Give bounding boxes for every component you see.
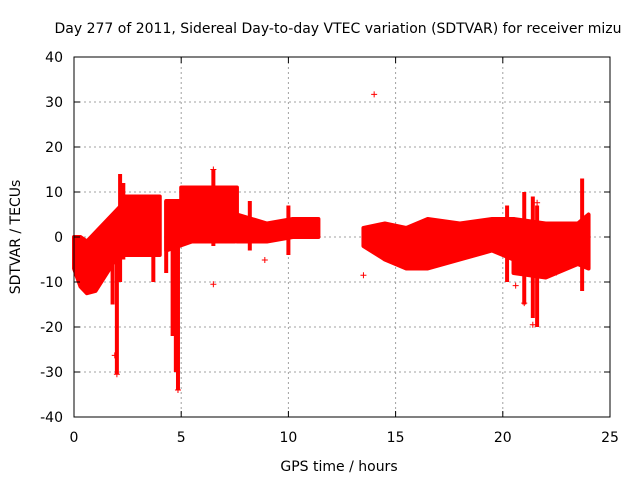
y-tick-label: 0 (54, 230, 63, 246)
y-tick-label: -40 (40, 410, 63, 426)
data-point-marker (534, 199, 541, 206)
x-tick-label: 5 (177, 430, 186, 446)
data-point-spike (580, 178, 585, 291)
data-point-marker (210, 281, 217, 288)
data-point-spike (505, 205, 510, 282)
data-point-marker (113, 371, 120, 378)
data-point-spike (522, 192, 527, 305)
data-point-spike (175, 219, 180, 390)
data-point-marker (553, 269, 560, 276)
x-tick-label: 0 (70, 430, 79, 446)
y-tick-label: -20 (40, 320, 63, 336)
x-tick-label: 15 (387, 430, 405, 446)
chart-title: Day 277 of 2011, Sidereal Day-to-day VTE… (55, 21, 622, 37)
x-tick-label: 20 (494, 430, 512, 446)
data-point-spike (247, 201, 252, 251)
data-points (72, 91, 591, 393)
data-point-spike (170, 205, 175, 336)
data-point-spike (530, 196, 535, 318)
data-point-spike (286, 205, 291, 255)
y-axis-label: SDTVAR / TECUs (8, 180, 24, 295)
x-tick-label: 10 (279, 430, 297, 446)
data-point-spike (114, 214, 119, 375)
data-point-marker (529, 321, 536, 328)
data-point-marker (360, 272, 367, 279)
data-point-marker (371, 91, 378, 98)
y-tick-label: -30 (40, 365, 63, 381)
x-tick-label: 25 (601, 430, 619, 446)
data-point-band (234, 212, 321, 244)
y-tick-label: 20 (45, 140, 63, 156)
data-point-marker (261, 256, 268, 263)
data-point-spike (110, 228, 115, 305)
data-point-spike (535, 205, 540, 327)
data-point-band (179, 185, 239, 221)
data-point-spike (164, 201, 169, 273)
data-point-marker (512, 282, 519, 289)
y-tick-label: 40 (45, 50, 63, 66)
data-point-spike (121, 183, 126, 260)
data-point-spike (211, 169, 216, 246)
data-point-marker (210, 166, 217, 173)
y-tick-label: 30 (45, 95, 63, 111)
axis-ticks: 0 5 10 15 20 25 40 30 20 10 0 -10 -20 -30 -40 (40, 50, 619, 446)
data-point-marker (111, 352, 118, 359)
data-point-spike (151, 201, 156, 282)
data-point-spike (173, 210, 178, 372)
data-point-spike (118, 174, 123, 282)
data-point-marker (521, 300, 528, 307)
x-axis-label: GPS time / hours (280, 459, 397, 475)
data-point-marker (174, 387, 181, 393)
y-tick-label: 10 (45, 185, 63, 201)
y-tick-label: -10 (40, 275, 63, 291)
